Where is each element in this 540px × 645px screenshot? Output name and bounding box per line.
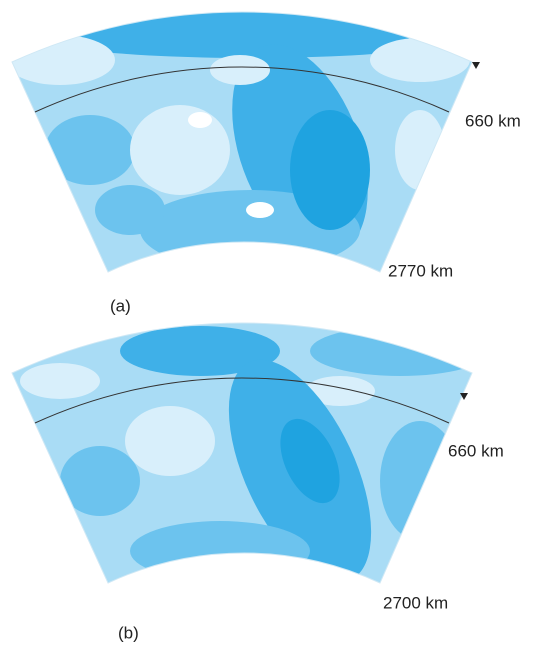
- depth-label: 2700 km: [383, 593, 448, 612]
- marker: [472, 62, 480, 69]
- panel-label: (b): [118, 623, 139, 642]
- panel-b: 660 km 2700 km (b): [0, 311, 540, 642]
- panel-a: 660 km 2770 km (a): [0, 0, 540, 315]
- depth-label: 660 km: [448, 441, 504, 460]
- figure: 660 km 2770 km (a) 660 km 2700 km (b): [0, 0, 540, 645]
- panel-label: (a): [110, 296, 131, 315]
- depth-label: 2770 km: [388, 261, 453, 280]
- depth-label: 660 km: [465, 111, 521, 130]
